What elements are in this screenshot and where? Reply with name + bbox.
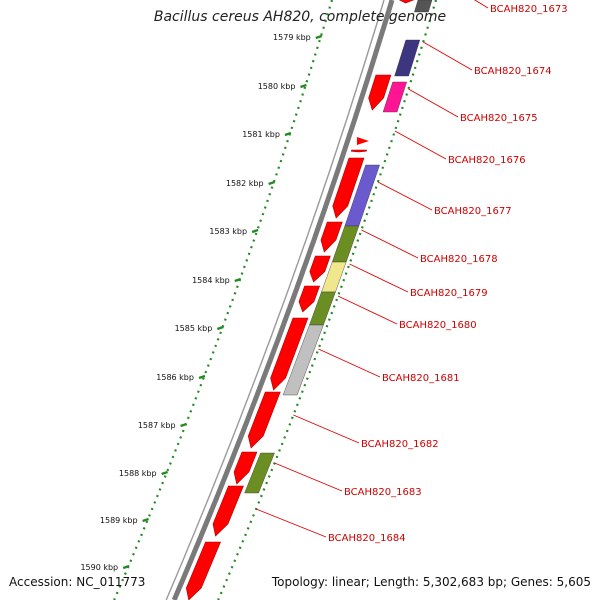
backbone-thick bbox=[171, 0, 395, 600]
tick-label: 1585 kbp bbox=[175, 324, 213, 333]
gene-label: BCAH820_1682 bbox=[361, 439, 439, 450]
outer-dotted-track bbox=[113, 0, 334, 600]
tick-label: 1584 kbp bbox=[192, 276, 230, 285]
tick-mark bbox=[122, 564, 130, 570]
dotted-tracks bbox=[113, 0, 438, 600]
tick-mark bbox=[142, 517, 150, 523]
tick-mark bbox=[161, 470, 169, 476]
tick-label: 1583 kbp bbox=[209, 227, 247, 236]
tick-mark bbox=[315, 34, 323, 40]
forward-gene bbox=[233, 451, 258, 485]
forward-gene bbox=[332, 157, 365, 219]
tick-mark bbox=[300, 83, 307, 89]
forward-gene bbox=[368, 74, 392, 111]
gene-leader-line bbox=[337, 295, 398, 325]
forward-gene bbox=[320, 221, 343, 253]
gene-label: BCAH820_1677 bbox=[434, 206, 512, 217]
forward-gene bbox=[398, 0, 415, 4]
genome-summary-text: Topology: linear; Length: 5,302,683 bp; … bbox=[271, 575, 591, 589]
tick-label: 1580 kbp bbox=[258, 82, 296, 91]
tick-mark bbox=[234, 277, 242, 283]
tick-mark bbox=[198, 374, 206, 380]
backbone-thin bbox=[165, 0, 385, 600]
gene-label: BCAH820_1681 bbox=[382, 373, 460, 384]
gene-leader-line bbox=[274, 462, 343, 492]
forward-gene bbox=[212, 485, 244, 537]
gene-label: BCAH820_1679 bbox=[410, 288, 488, 299]
gene-leader-line bbox=[349, 263, 409, 293]
gene-block bbox=[382, 81, 407, 113]
gene-label: BCAH820_1674 bbox=[474, 66, 552, 77]
gene-tracks bbox=[185, 0, 433, 600]
tick-mark bbox=[284, 131, 292, 137]
forward-gene bbox=[270, 317, 309, 391]
tick-label: 1589 kbp bbox=[100, 516, 138, 525]
tick-label: 1586 kbp bbox=[156, 373, 194, 382]
gene-block bbox=[244, 452, 275, 494]
forward-gene bbox=[185, 541, 222, 600]
gene-label: BCAH820_1676 bbox=[448, 155, 526, 166]
gene-leader-line bbox=[473, 0, 489, 9]
tick-mark bbox=[180, 422, 187, 428]
gene-label: BCAH820_1673 bbox=[490, 4, 568, 15]
forward-gene bbox=[309, 255, 331, 283]
accession-text: Accession: NC_011773 bbox=[9, 575, 146, 589]
gene-block bbox=[394, 39, 421, 77]
label-leader-lines bbox=[255, 0, 489, 538]
forward-gene bbox=[356, 137, 369, 145]
gene-leader-line bbox=[293, 414, 360, 444]
genome-title: Bacillus cereus AH820, complete genome bbox=[153, 9, 447, 25]
inner-dotted-track bbox=[217, 0, 438, 600]
tick-label: 1587 kbp bbox=[138, 421, 176, 430]
genome-backbone bbox=[165, 0, 395, 600]
gene-leader-line bbox=[377, 181, 433, 211]
forward-gene bbox=[298, 285, 321, 313]
gene-leader-line bbox=[394, 130, 447, 160]
tick-mark bbox=[216, 325, 224, 331]
gene-leader-line bbox=[408, 88, 459, 118]
gene-label: BCAH820_1678 bbox=[420, 254, 498, 265]
gene-label: BCAH820_1680 bbox=[399, 320, 477, 331]
forward-gene bbox=[350, 149, 368, 153]
forward-gene bbox=[247, 391, 281, 449]
gene-leader-line bbox=[255, 508, 327, 538]
tick-label: 1590 kbp bbox=[80, 563, 118, 572]
labels: 1579 kbp 1580 kbp 1581 kbp 1582 kbp 1583 kbp… bbox=[80, 4, 567, 572]
tick-label: 1579 kbp bbox=[273, 33, 311, 42]
gene-block bbox=[414, 0, 433, 13]
tick-label: 1588 kbp bbox=[119, 469, 157, 478]
gene-label: BCAH820_1683 bbox=[344, 487, 422, 498]
tick-mark bbox=[251, 228, 259, 234]
tick-mark bbox=[268, 180, 275, 186]
gene-leader-line bbox=[422, 41, 473, 71]
gene-block bbox=[282, 324, 324, 396]
gene-leader-line bbox=[318, 348, 381, 378]
tick-label: 1582 kbp bbox=[226, 179, 264, 188]
gene-label: BCAH820_1684 bbox=[328, 533, 406, 544]
gene-label: BCAH820_1675 bbox=[460, 113, 538, 124]
gene-leader-line bbox=[361, 229, 419, 259]
tick-label: 1581 kbp bbox=[242, 130, 280, 139]
